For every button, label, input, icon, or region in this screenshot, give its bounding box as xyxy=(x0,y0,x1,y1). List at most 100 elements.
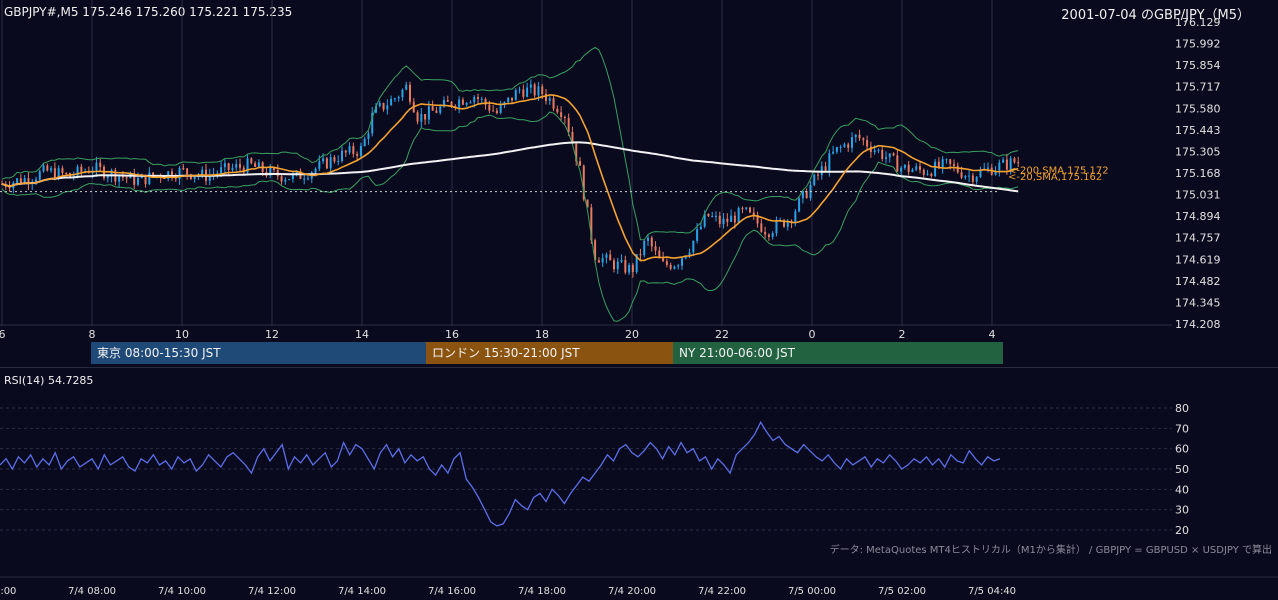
candle-body xyxy=(900,167,903,172)
candle-body xyxy=(639,254,642,256)
session-ny: NY 21:00-06:00 JST xyxy=(673,342,1003,364)
candle-body xyxy=(488,104,491,111)
candle-body xyxy=(669,264,672,269)
price-x-tick-label: 6 xyxy=(0,328,6,341)
candle-body xyxy=(903,164,906,168)
candle-body xyxy=(53,168,56,179)
candle-body xyxy=(609,254,612,261)
candle-body xyxy=(341,150,343,162)
candle-body xyxy=(239,164,241,168)
candle-body xyxy=(937,161,940,168)
bottom-x-tick-label: 7/4 12:00 xyxy=(248,586,296,597)
price-y-tick-label: 174.619 xyxy=(1175,253,1221,266)
candle-body xyxy=(673,266,676,269)
candle-body xyxy=(121,176,124,178)
candle-body xyxy=(461,99,464,105)
candle-body xyxy=(257,162,260,167)
candle-body xyxy=(1005,159,1008,170)
candle-body xyxy=(280,176,283,182)
candle-body xyxy=(851,137,853,148)
rsi-y-tick-label: 70 xyxy=(1175,422,1189,435)
candle-body xyxy=(57,168,60,179)
price-chart: 6 8 10 12 14 16 18 20 22 0 2 4 176.129 175.992 175.854… xyxy=(0,0,1221,341)
candle-body xyxy=(960,172,963,178)
candle-body xyxy=(397,97,400,99)
candle-body xyxy=(363,139,366,147)
candle-body xyxy=(65,172,68,174)
candle-body xyxy=(590,207,593,241)
chart-title: 2001-07-04 のGBP/JPY（M5） xyxy=(1061,8,1250,23)
candle-body xyxy=(930,173,933,176)
candle-body xyxy=(182,168,185,170)
price-x-tick-label: 2 xyxy=(899,328,906,341)
candle-body xyxy=(805,191,808,199)
price-x-tick-label: 4 xyxy=(989,328,996,341)
candle-body xyxy=(613,260,615,270)
candle-body xyxy=(835,147,838,152)
candle-body xyxy=(790,220,793,223)
rsi-y-tick-label: 20 xyxy=(1175,524,1189,537)
candle-body xyxy=(382,102,385,110)
candle-body xyxy=(699,226,702,230)
bottom-x-tick-label: 7/4 18:00 xyxy=(518,586,566,597)
candle-body xyxy=(371,112,374,134)
candle-body xyxy=(50,168,53,171)
candle-body xyxy=(492,110,495,112)
candle-body xyxy=(575,143,578,162)
candle-body xyxy=(19,178,22,184)
candle-body xyxy=(378,102,381,106)
candle-body xyxy=(545,94,547,101)
bottom-x-tick-label: 06:00 xyxy=(0,586,16,597)
candle-body xyxy=(711,216,714,218)
candle-body xyxy=(624,259,627,273)
sma20-value-label: <-20,SMA,175.162 xyxy=(1008,172,1102,183)
candle-body xyxy=(291,173,294,180)
session-london: ロンドン 15:30-21:00 JST xyxy=(426,342,673,364)
candle-body xyxy=(579,161,581,166)
candle-body xyxy=(567,118,570,132)
candle-body xyxy=(484,98,487,105)
price-x-tick-label: 0 xyxy=(809,328,816,341)
candle-body xyxy=(307,178,309,180)
panel-divider xyxy=(0,367,1278,368)
candle-body xyxy=(16,178,19,183)
price-y-tick-label: 175.305 xyxy=(1175,145,1221,158)
price-y-tick-label: 176.129 xyxy=(1175,16,1221,29)
candle-body xyxy=(620,259,623,262)
candle-body xyxy=(737,208,740,223)
candle-body xyxy=(137,178,139,185)
rsi-label: RSI(14) 54.7285 xyxy=(4,374,94,387)
candle-body xyxy=(144,174,147,185)
candle-body xyxy=(563,116,566,119)
candle-body xyxy=(688,252,691,256)
candle-body xyxy=(480,98,483,100)
candle-body xyxy=(813,174,816,186)
candle-body xyxy=(949,159,952,165)
rsi-y-tick-label: 80 xyxy=(1175,402,1189,415)
candle-body xyxy=(348,146,351,153)
candle-body xyxy=(231,167,234,171)
candle-body xyxy=(171,171,173,179)
candle-body xyxy=(99,162,102,167)
candle-body xyxy=(643,240,646,256)
candle-body xyxy=(752,212,755,215)
rsi-y-tick-label: 40 xyxy=(1175,483,1189,496)
candle-body xyxy=(390,98,393,106)
candle-body xyxy=(775,219,778,234)
price-y-tick-label: 174.894 xyxy=(1175,210,1221,223)
price-x-tick-label: 10 xyxy=(175,328,189,341)
price-y-tick-label: 175.031 xyxy=(1175,189,1221,202)
candle-body xyxy=(367,133,370,140)
candle-body xyxy=(148,172,151,185)
candle-body xyxy=(201,169,204,176)
candle-body xyxy=(828,153,831,171)
candle-body xyxy=(964,175,967,178)
candle-body xyxy=(658,250,661,259)
bottom-x-tick-label: 7/4 22:00 xyxy=(698,586,746,597)
candle-body xyxy=(696,229,699,241)
candle-body xyxy=(582,165,585,200)
candle-body xyxy=(707,213,710,217)
candle-body xyxy=(359,146,362,156)
price-y-tick-label: 174.208 xyxy=(1175,318,1221,331)
candle-body xyxy=(756,214,759,224)
